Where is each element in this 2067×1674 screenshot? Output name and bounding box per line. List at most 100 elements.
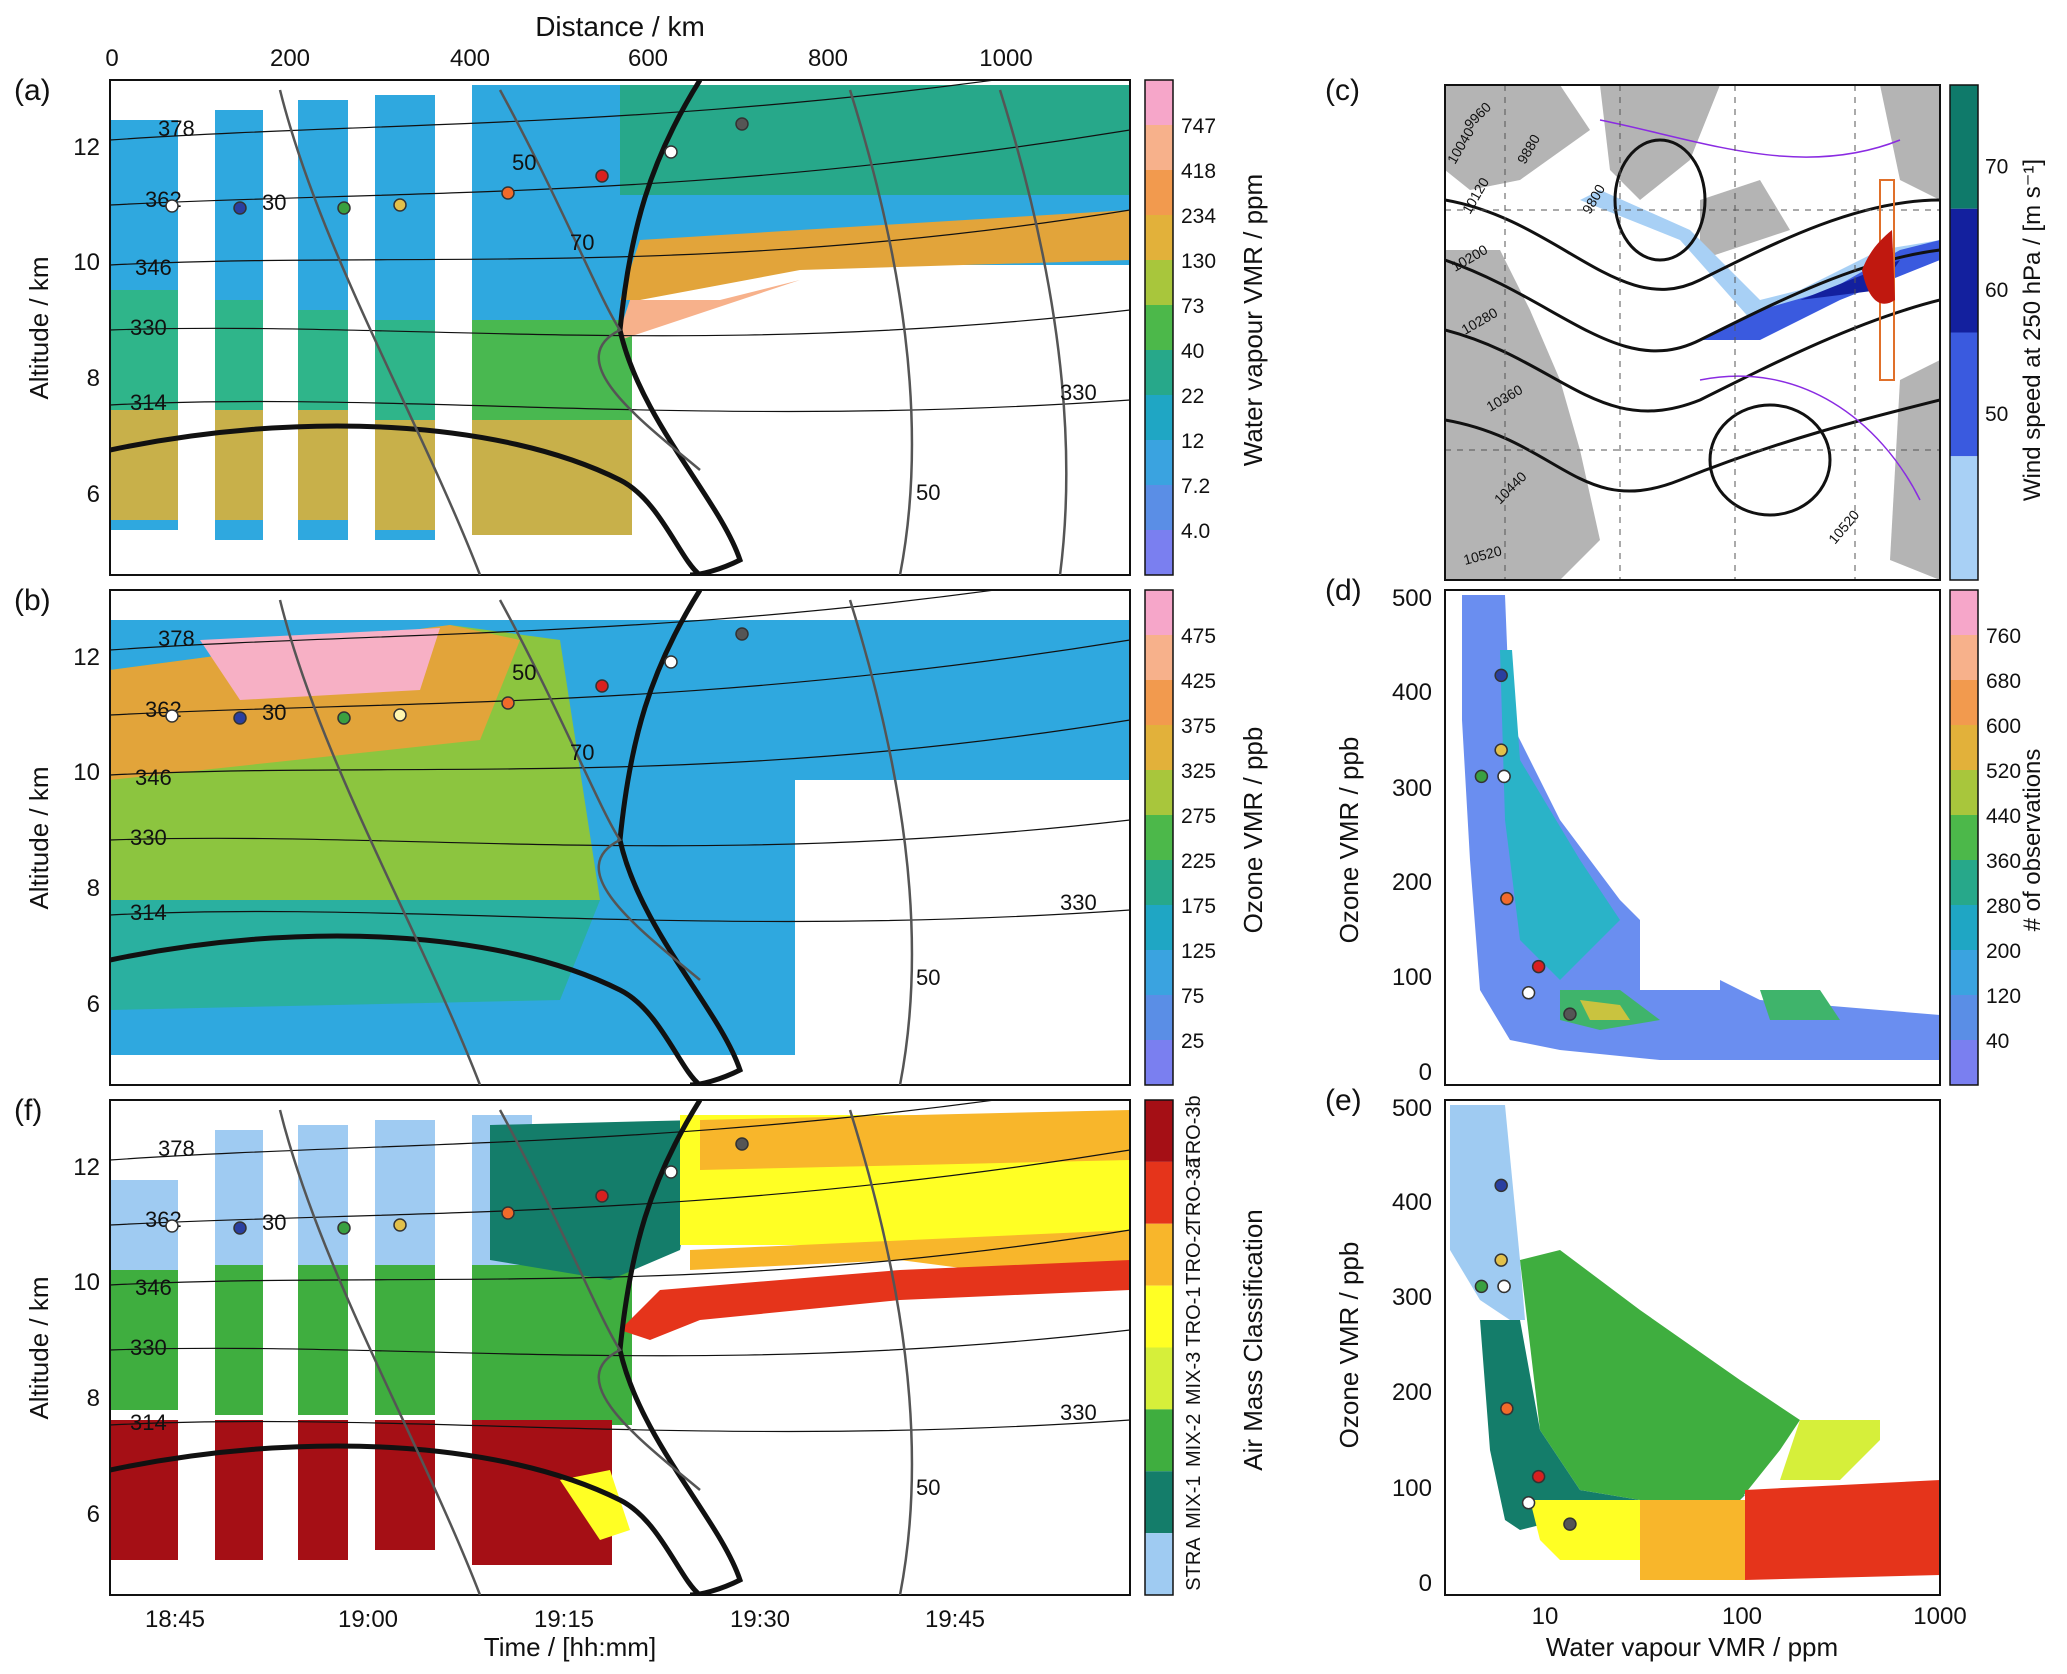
panel-a-frame: [109, 79, 1131, 576]
cbar-b-swatch: [1145, 1040, 1173, 1086]
class-swatch: [1145, 1223, 1173, 1286]
sample-marker: [337, 201, 351, 215]
wind-label: 50: [916, 1475, 940, 1500]
cbar-a-swatch: [1145, 305, 1173, 351]
isentrope-label: 330: [130, 1335, 167, 1360]
cbar-d-tick: 280: [1986, 895, 2021, 918]
cbar-b-tick: 425: [1181, 670, 1216, 693]
time-tick: 18:45: [145, 1606, 205, 1633]
ytick: 200: [1392, 869, 1432, 896]
cbar-d-swatch: [1950, 815, 1978, 861]
scatter-point: [1497, 1279, 1511, 1294]
cbar-d-tick: 440: [1986, 805, 2021, 828]
sample-marker: [165, 709, 179, 723]
panel-b-frame: [109, 589, 1131, 1086]
panel-c-map: [1445, 85, 1940, 580]
distance-tick: 200: [270, 45, 310, 72]
isentrope-label: 314: [130, 900, 167, 925]
class-swatch: [1145, 1533, 1173, 1595]
panel-d-markers: [1474, 668, 1577, 1021]
isentrope-label: 378: [158, 626, 195, 651]
cbar-d-swatch: [1950, 1040, 1978, 1086]
time-tick: 19:30: [730, 1606, 790, 1633]
sample-marker: [165, 199, 179, 213]
panel-f-ylabel: Altitude / km: [24, 1276, 54, 1419]
time-tick: 19:00: [338, 1606, 398, 1633]
class-label: MIX-1: [1183, 1476, 1205, 1529]
wind-label: 50: [512, 660, 536, 685]
cbar-b-swatch: [1145, 860, 1173, 906]
xtick: 1000: [1913, 1603, 1966, 1630]
isentrope-label: 314: [130, 390, 167, 415]
panel-b-colorbar: 475 425 375 325 275 225 175 125 75 25: [1144, 589, 1216, 1086]
ytick: 10: [73, 759, 100, 786]
cbar-b-swatch: [1145, 995, 1173, 1041]
distance-tick: 400: [450, 45, 490, 72]
scatter-point: [1494, 743, 1508, 757]
class-swatch: [1145, 1409, 1173, 1472]
cbar-c-swatch: [1950, 85, 1978, 209]
sample-marker: [595, 1189, 609, 1203]
ytick: 8: [87, 1385, 100, 1412]
distance-tick: 1000: [979, 45, 1032, 72]
ytick: 8: [87, 365, 100, 392]
distance-axis-title: Distance / km: [535, 11, 705, 42]
panel-e-yticks: 0 100 200 300 400 500: [1392, 1095, 1432, 1597]
scatter-point: [1494, 668, 1508, 683]
class-label: MIX-2: [1183, 1414, 1205, 1467]
panel-b-cbar-label: Ozone VMR / ppb: [1238, 727, 1268, 934]
cbar-c-tick: 50: [1985, 403, 2008, 426]
isentrope-label: 330: [1060, 380, 1097, 405]
panel-a-markers: [165, 117, 749, 215]
cbar-a-frame: [1144, 79, 1174, 576]
panel-e-markers: [1474, 1178, 1577, 1531]
cbar-d-frame: [1949, 589, 1979, 1086]
sample-marker: [233, 1221, 247, 1235]
panel-c: (c): [1325, 74, 2046, 581]
cbar-a-swatch: [1145, 125, 1173, 171]
ytick: 300: [1392, 775, 1432, 802]
cbar-c-swatch: [1950, 332, 1978, 457]
cbar-a-swatch: [1145, 215, 1173, 261]
panel-d-tag: (d): [1325, 574, 1362, 607]
wind-label: 50: [916, 480, 940, 505]
cbar-c-swatch: [1950, 208, 1978, 333]
panel-c-tag: (c): [1325, 74, 1360, 107]
class-bar-frame: [1144, 1099, 1174, 1596]
distance-ticks: 0 200 400 600 800 1000: [105, 45, 1032, 72]
cbar-b-swatch: [1145, 905, 1173, 951]
sample-marker: [501, 1206, 515, 1220]
distance-tick: 0: [105, 45, 118, 72]
cbar-c-frame: [1949, 84, 1979, 581]
sample-marker: [664, 1165, 678, 1179]
scatter-point: [1494, 1178, 1508, 1193]
panel-c-colorbar: 70 60 50: [1949, 84, 2008, 581]
ytick: 8: [87, 875, 100, 902]
cbar-d-swatch: [1950, 950, 1978, 996]
scatter-point: [1500, 1401, 1514, 1416]
panel-d: (d) Ozone VMR / ppb 0 100 200 300 400 50…: [1325, 574, 2046, 1086]
isentrope-label: 378: [158, 116, 195, 141]
panel-b-tag: (b): [14, 584, 51, 617]
cbar-a-swatch: [1145, 80, 1173, 126]
wind-label: 50: [512, 150, 536, 175]
panel-f-heatmap: [110, 1110, 1130, 1565]
cbar-d-swatch: [1950, 725, 1978, 771]
cbar-c-swatch: [1950, 456, 1978, 580]
panel-d-cbar-label: # of observations: [2019, 749, 2046, 932]
panel-a: (a) Altitude / km: [14, 74, 1268, 576]
cbar-d-swatch: [1950, 905, 1978, 951]
panel-e: (e) Ozone VMR / ppb 0 100 200 300 400 50…: [1325, 1084, 1967, 1662]
scatter-point: [1494, 1253, 1508, 1267]
class-swatch: [1145, 1161, 1173, 1224]
class-swatch: [1145, 1100, 1173, 1162]
time-tick: 19:45: [925, 1606, 985, 1633]
class-swatch: [1145, 1471, 1173, 1534]
ytick: 100: [1392, 964, 1432, 991]
cbar-d-tick: 600: [1986, 715, 2021, 738]
isentrope-label: 330: [130, 315, 167, 340]
cbar-b-tick: 225: [1181, 850, 1216, 873]
panel-b-contour-labels: 378 362 346 330 314 330 30 50 70 50: [130, 626, 1097, 990]
